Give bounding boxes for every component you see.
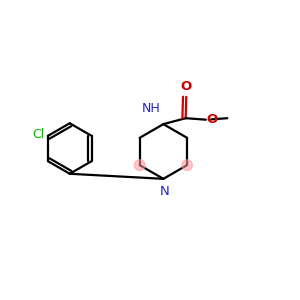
Text: O: O — [181, 80, 192, 93]
Text: Cl: Cl — [33, 128, 45, 141]
Circle shape — [182, 160, 192, 170]
Circle shape — [134, 160, 145, 170]
Text: NH: NH — [142, 102, 161, 115]
Text: O: O — [207, 113, 218, 126]
Text: N: N — [160, 185, 170, 198]
